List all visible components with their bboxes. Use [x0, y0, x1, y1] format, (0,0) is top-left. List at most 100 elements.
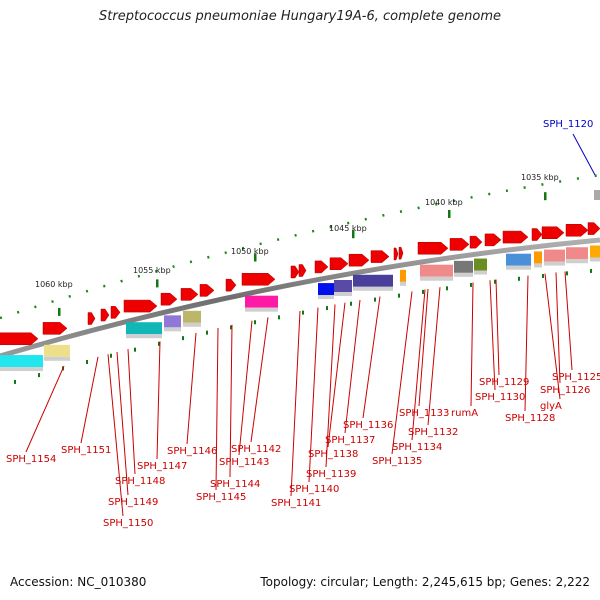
- gene-label[interactable]: SPH_1132: [408, 427, 458, 438]
- genes-forward-strand: [0, 222, 600, 346]
- gene-label[interactable]: SPH_1151: [61, 445, 111, 456]
- cog-bar[interactable]: [334, 279, 352, 292]
- gene-label[interactable]: SPH_1144: [210, 479, 260, 490]
- cog-bar[interactable]: [454, 260, 473, 273]
- gene-label[interactable]: SPH_1139: [306, 469, 356, 480]
- gene-arrow[interactable]: [449, 238, 470, 251]
- gene-arrow[interactable]: [123, 299, 158, 313]
- cog-category-bars: [0, 245, 600, 372]
- gene-arrow[interactable]: [0, 332, 39, 346]
- gene-arrow[interactable]: [469, 235, 483, 249]
- gene-label[interactable]: SPH_1126: [540, 385, 590, 396]
- scale-label: 1050 kbp: [231, 247, 269, 256]
- cog-bar[interactable]: [506, 253, 531, 266]
- gene-label[interactable]: SPH_1134: [392, 442, 442, 453]
- gene-arrow[interactable]: [241, 273, 276, 286]
- scale-labels: 1035 kbp 1040 kbp 1045 kbp 1050 kbp 1055 kbp…: [35, 173, 559, 289]
- gene-arrow[interactable]: [110, 306, 121, 319]
- cog-bar[interactable]: [566, 247, 588, 260]
- cog-bar[interactable]: [318, 283, 334, 296]
- inner-tick: [422, 289, 424, 294]
- gene-label[interactable]: glyA: [540, 401, 562, 412]
- genome-backbone: [0, 237, 600, 359]
- gene-arrow[interactable]: [348, 253, 370, 267]
- gene-arrow[interactable]: [329, 257, 349, 270]
- cog-bar[interactable]: [544, 249, 565, 262]
- scale-label: 1035 kbp: [521, 173, 559, 182]
- gene-label[interactable]: SPH_1145: [196, 492, 246, 503]
- gene-arrow[interactable]: [370, 250, 390, 263]
- gene-arrow[interactable]: [199, 284, 215, 297]
- cog-bar-shadow: [318, 295, 334, 300]
- gene-label[interactable]: SPH_1138: [308, 449, 358, 460]
- cog-bar-shadow: [400, 281, 406, 286]
- scale-ticks: [58, 192, 547, 316]
- gene-label[interactable]: SPH_1147: [137, 461, 187, 472]
- label-leader: [156, 341, 161, 460]
- label-leader: [229, 324, 233, 478]
- gene-label[interactable]: SPH_1148: [115, 476, 165, 487]
- cog-bar[interactable]: [590, 245, 600, 258]
- gene-label[interactable]: SPH_1136: [343, 420, 393, 431]
- gene-label[interactable]: SPH_1133: [399, 408, 449, 419]
- gene-arrow[interactable]: [502, 230, 529, 244]
- cog-bar[interactable]: [353, 274, 393, 287]
- gene-arrow[interactable]: [531, 228, 543, 241]
- gene-label[interactable]: SPH_1129: [479, 377, 529, 388]
- gene-arrow[interactable]: [587, 222, 600, 235]
- cog-bar[interactable]: [183, 310, 201, 323]
- cog-bar[interactable]: [126, 322, 162, 335]
- gene-label[interactable]: rumA: [451, 408, 478, 419]
- cog-bar-shadow: [353, 286, 393, 291]
- label-leader: [564, 271, 573, 371]
- gene-label[interactable]: SPH_1142: [231, 444, 281, 455]
- gene-arrow[interactable]: [565, 223, 589, 237]
- gene-label[interactable]: SPH_1154: [6, 454, 56, 465]
- scale-tick-major: [254, 253, 257, 262]
- cog-bar-shadow: [334, 291, 352, 296]
- cog-bar[interactable]: [474, 258, 487, 271]
- gene-arrow[interactable]: [225, 278, 237, 292]
- gene-label[interactable]: SPH_1149: [108, 497, 158, 508]
- cog-bar[interactable]: [44, 344, 70, 357]
- gene-label[interactable]: SPH_1150: [103, 518, 153, 529]
- gene-label[interactable]: SPH_1141: [271, 498, 321, 509]
- cog-bar[interactable]: [400, 269, 406, 282]
- cog-bar[interactable]: [164, 315, 181, 328]
- gene-arrow[interactable]: [290, 265, 300, 279]
- gene-arrow[interactable]: [42, 322, 68, 335]
- cog-bar[interactable]: [534, 251, 542, 264]
- gene-arrow[interactable]: [100, 308, 110, 322]
- inner-tick: [590, 268, 592, 273]
- highlight-gene-label[interactable]: SPH_1120: [543, 119, 593, 130]
- gene-arrow[interactable]: [484, 233, 502, 247]
- cog-bar[interactable]: [0, 355, 43, 368]
- gene-arrow[interactable]: [298, 264, 307, 277]
- gene-arrow[interactable]: [160, 292, 178, 306]
- gene-arrow[interactable]: [398, 246, 404, 260]
- gene-arrow[interactable]: [541, 226, 565, 240]
- cog-bar[interactable]: [420, 264, 453, 277]
- gene-label[interactable]: SPH_1140: [289, 484, 339, 495]
- label-leader: [411, 289, 426, 441]
- inner-tick: [86, 360, 88, 365]
- cog-bar[interactable]: [245, 295, 278, 308]
- gene-arrow[interactable]: [314, 260, 329, 274]
- gene-arrow[interactable]: [180, 288, 199, 301]
- gene-label[interactable]: SPH_1130: [475, 392, 525, 403]
- label-leader: [107, 354, 124, 517]
- gene-arrow[interactable]: [393, 247, 399, 261]
- label-leader: [250, 317, 269, 443]
- gene-label[interactable]: SPH_1146: [167, 446, 217, 457]
- gene-label[interactable]: SPH_1135: [372, 456, 422, 467]
- gene-arrow[interactable]: [87, 312, 96, 325]
- label-leader: [116, 351, 129, 496]
- gene-label[interactable]: SPH_1125: [552, 372, 600, 383]
- gene-arrow[interactable]: [417, 241, 449, 255]
- gene-label[interactable]: SPH_1143: [219, 457, 269, 468]
- gene-label[interactable]: SPH_1128: [505, 413, 555, 424]
- inner-tick: [158, 341, 160, 346]
- cog-bar-shadow: [164, 327, 181, 332]
- scale-label: 1060 kbp: [35, 280, 73, 289]
- gene-label[interactable]: SPH_1137: [325, 435, 375, 446]
